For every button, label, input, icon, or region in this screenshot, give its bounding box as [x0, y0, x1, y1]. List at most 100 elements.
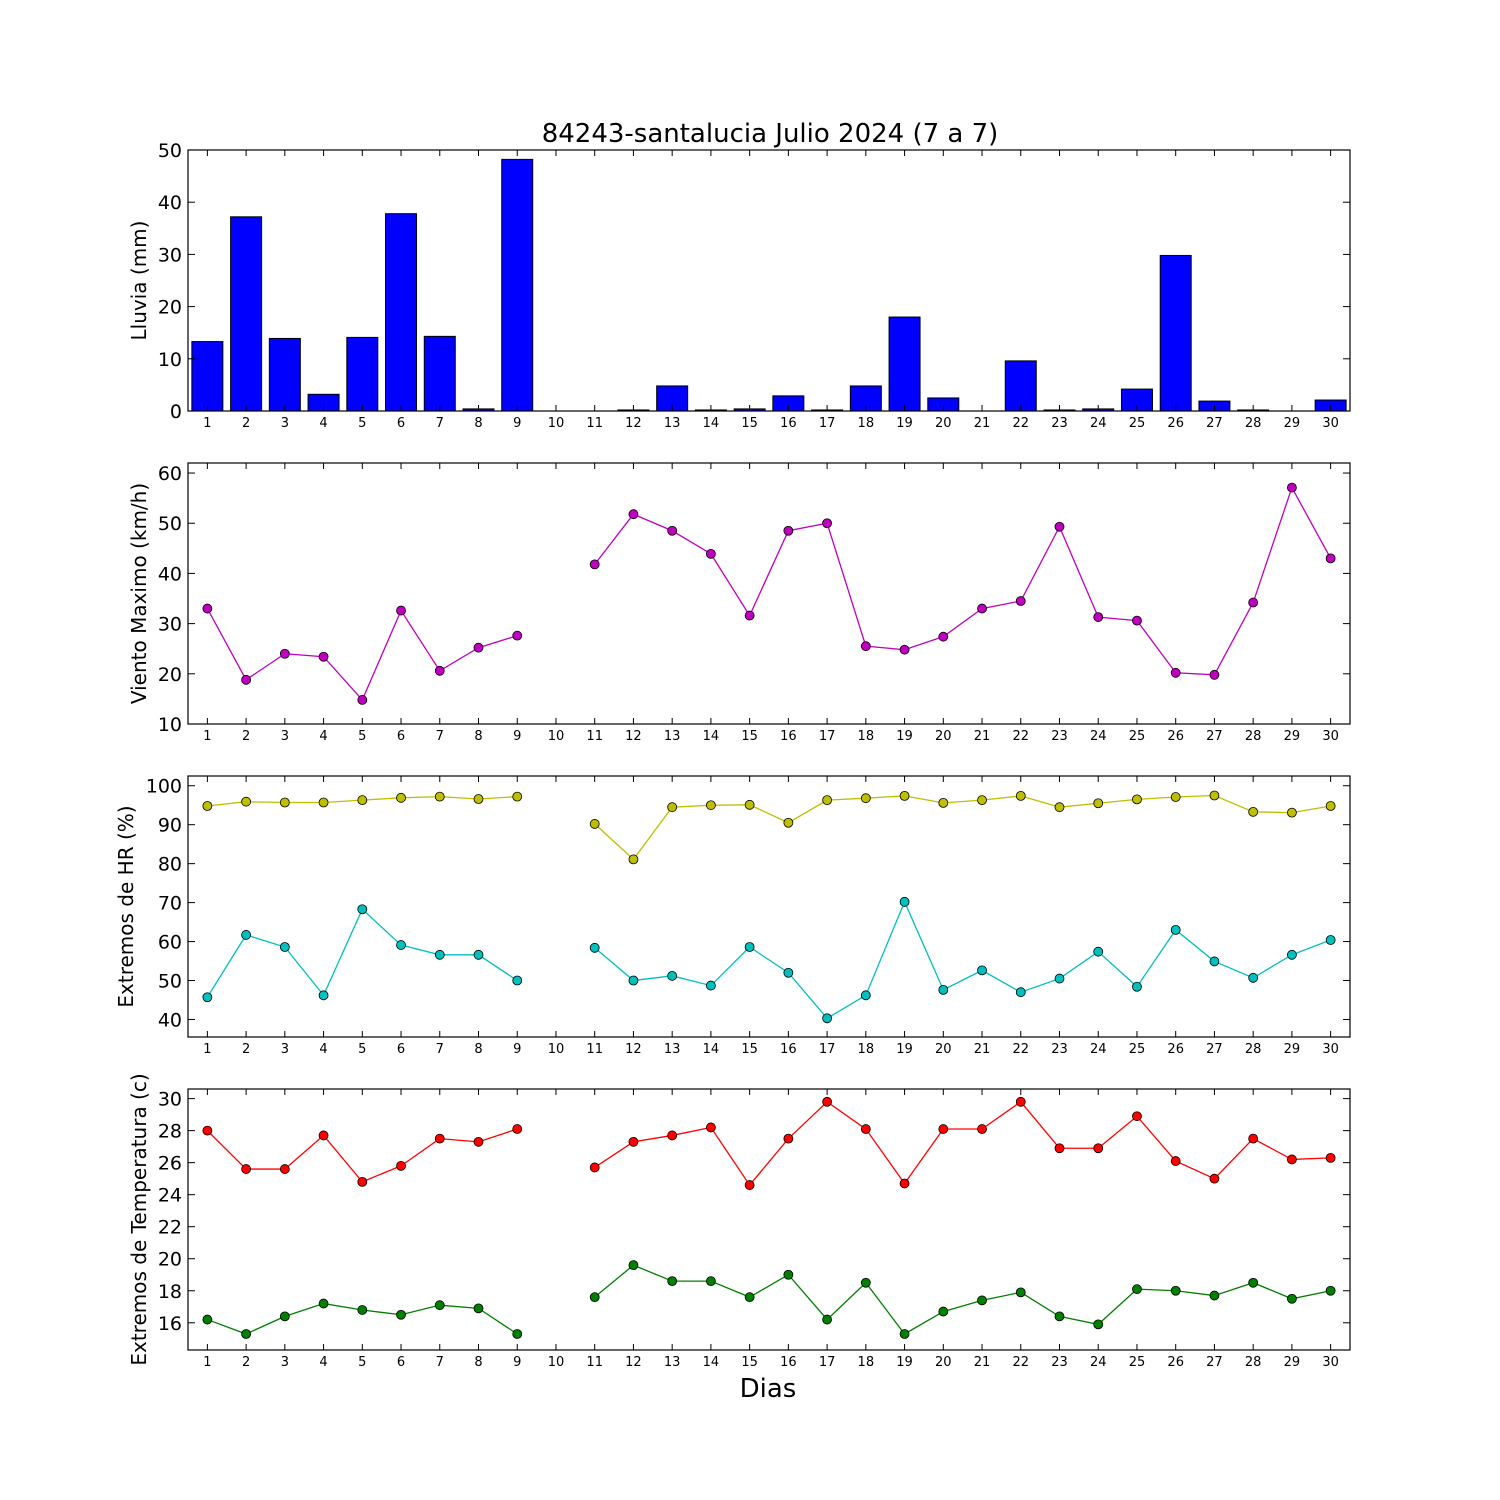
- data-point-day-23: [1054, 521, 1065, 532]
- data-point-day-25: [1132, 981, 1142, 992]
- data-point-day-7: [434, 791, 445, 802]
- data-point-day-1: [202, 992, 213, 1003]
- x-tick-label: 28: [1245, 416, 1262, 431]
- data-point-day-25: [1132, 615, 1142, 626]
- data-point-day-27: [1209, 1173, 1220, 1184]
- x-tick-label: 27: [1206, 1355, 1223, 1370]
- x-tick-label: 24: [1090, 729, 1107, 744]
- y-tick-label: 40: [158, 563, 182, 585]
- x-tick-label: 1: [203, 1355, 211, 1370]
- data-point-day-7: [434, 1300, 445, 1311]
- x-tick-label: 9: [513, 416, 521, 431]
- y-tick-label: 50: [158, 513, 182, 535]
- y-tick-label: 100: [146, 776, 182, 798]
- data-point-day-16: [783, 967, 794, 978]
- data-point-day-2: [241, 796, 252, 807]
- x-tick-label: 18: [858, 416, 875, 431]
- x-tick-label: 21: [974, 1042, 991, 1057]
- plot-frame: [187, 1088, 1351, 1351]
- x-tick-label: 5: [358, 729, 366, 744]
- x-tick-label: 11: [586, 1355, 603, 1370]
- data-point-day-11: [589, 819, 600, 829]
- x-tick-label: 4: [319, 1355, 327, 1370]
- chart-title: 84243-santalucia Julio 2024 (7 a 7): [542, 119, 999, 149]
- data-point-day-7: [434, 1133, 445, 1144]
- x-tick-label: 14: [703, 729, 720, 744]
- data-point-day-22: [1015, 1096, 1026, 1107]
- data-point-day-29: [1287, 807, 1297, 818]
- y-tick-label: 28: [158, 1121, 182, 1143]
- data-point-day-25: [1132, 794, 1142, 805]
- data-point-day-14: [706, 980, 716, 991]
- data-point-day-6: [396, 792, 406, 803]
- y-tick-label: 70: [158, 893, 182, 915]
- x-tick-label: 26: [1167, 729, 1184, 744]
- x-tick-label: 27: [1206, 416, 1223, 431]
- data-point-day-19: [899, 896, 910, 907]
- data-point-day-1: [202, 603, 213, 614]
- y-axis-label: Lluvia (mm): [127, 221, 151, 341]
- data-point-day-22: [1015, 1287, 1026, 1298]
- data-point-day-26: [1170, 924, 1181, 935]
- x-tick-label: 18: [858, 729, 875, 744]
- panel-1: 1 2 3 4 5 6 7 8 9 10 11 12 13 14 15 16 17 18 19 20 21 22 23 24 2…: [127, 140, 1351, 431]
- data-point-day-2: [241, 674, 252, 685]
- rain-bar-day-26: [1159, 254, 1192, 412]
- x-tick-label: 14: [703, 416, 720, 431]
- y-tick-label: 50: [158, 971, 182, 993]
- data-point-day-29: [1287, 949, 1297, 960]
- x-tick-label: 23: [1051, 1355, 1068, 1370]
- y-tick-label: 20: [158, 1249, 182, 1271]
- x-axis-label: Dias: [740, 1374, 797, 1404]
- x-tick-label: 25: [1129, 1042, 1146, 1057]
- x-tick-label: 26: [1167, 1355, 1184, 1370]
- x-tick-label: 4: [319, 1042, 327, 1057]
- data-point-day-19: [899, 790, 910, 801]
- data-point-day-2: [241, 1164, 252, 1174]
- x-tick-label: 5: [358, 416, 366, 431]
- data-point-day-24: [1093, 946, 1104, 957]
- data-point-day-22: [1015, 790, 1026, 801]
- y-axis-label: Viento Maximo (km/h): [127, 483, 151, 704]
- data-point-day-16: [783, 525, 794, 536]
- data-point-day-15: [744, 1292, 755, 1303]
- data-point-day-8: [473, 949, 484, 960]
- x-tick-label: 15: [741, 416, 758, 431]
- x-tick-label: 30: [1322, 416, 1339, 431]
- x-tick-label: 13: [664, 729, 681, 744]
- rain-bar-day-9: [501, 158, 534, 412]
- data-point-day-16: [783, 1133, 794, 1144]
- y-tick-label: 40: [158, 1009, 182, 1031]
- data-point-day-23: [1054, 1143, 1065, 1154]
- data-point-day-9: [512, 630, 523, 641]
- data-point-day-17: [822, 1314, 832, 1325]
- data-point-day-29: [1287, 482, 1297, 493]
- x-tick-label: 2: [242, 1042, 250, 1057]
- x-tick-label: 9: [513, 729, 521, 744]
- x-tick-label: 4: [319, 416, 327, 431]
- data-point-day-8: [473, 1303, 484, 1314]
- data-point-day-20: [938, 984, 949, 995]
- x-tick-label: 6: [397, 416, 405, 431]
- series-line-2: [594, 1264, 1331, 1335]
- data-point-day-18: [860, 793, 871, 804]
- data-point-day-25: [1132, 1284, 1142, 1295]
- data-point-day-12: [628, 1136, 639, 1147]
- data-point-day-4: [318, 797, 329, 808]
- x-tick-label: 8: [474, 729, 482, 744]
- x-tick-label: 1: [203, 729, 211, 744]
- data-point-day-18: [860, 1124, 871, 1134]
- data-point-day-11: [589, 942, 600, 953]
- x-tick-label: 21: [974, 416, 991, 431]
- x-tick-label: 11: [586, 1042, 603, 1057]
- data-point-day-4: [318, 1298, 329, 1309]
- data-point-day-4: [318, 651, 329, 662]
- x-tick-label: 19: [896, 729, 913, 744]
- x-tick-label: 18: [858, 1042, 875, 1057]
- x-tick-label: 21: [974, 1355, 991, 1370]
- x-tick-label: 9: [513, 1355, 521, 1370]
- x-tick-label: 23: [1051, 416, 1068, 431]
- rain-bar-day-22: [1004, 360, 1037, 412]
- data-point-day-1: [202, 801, 213, 811]
